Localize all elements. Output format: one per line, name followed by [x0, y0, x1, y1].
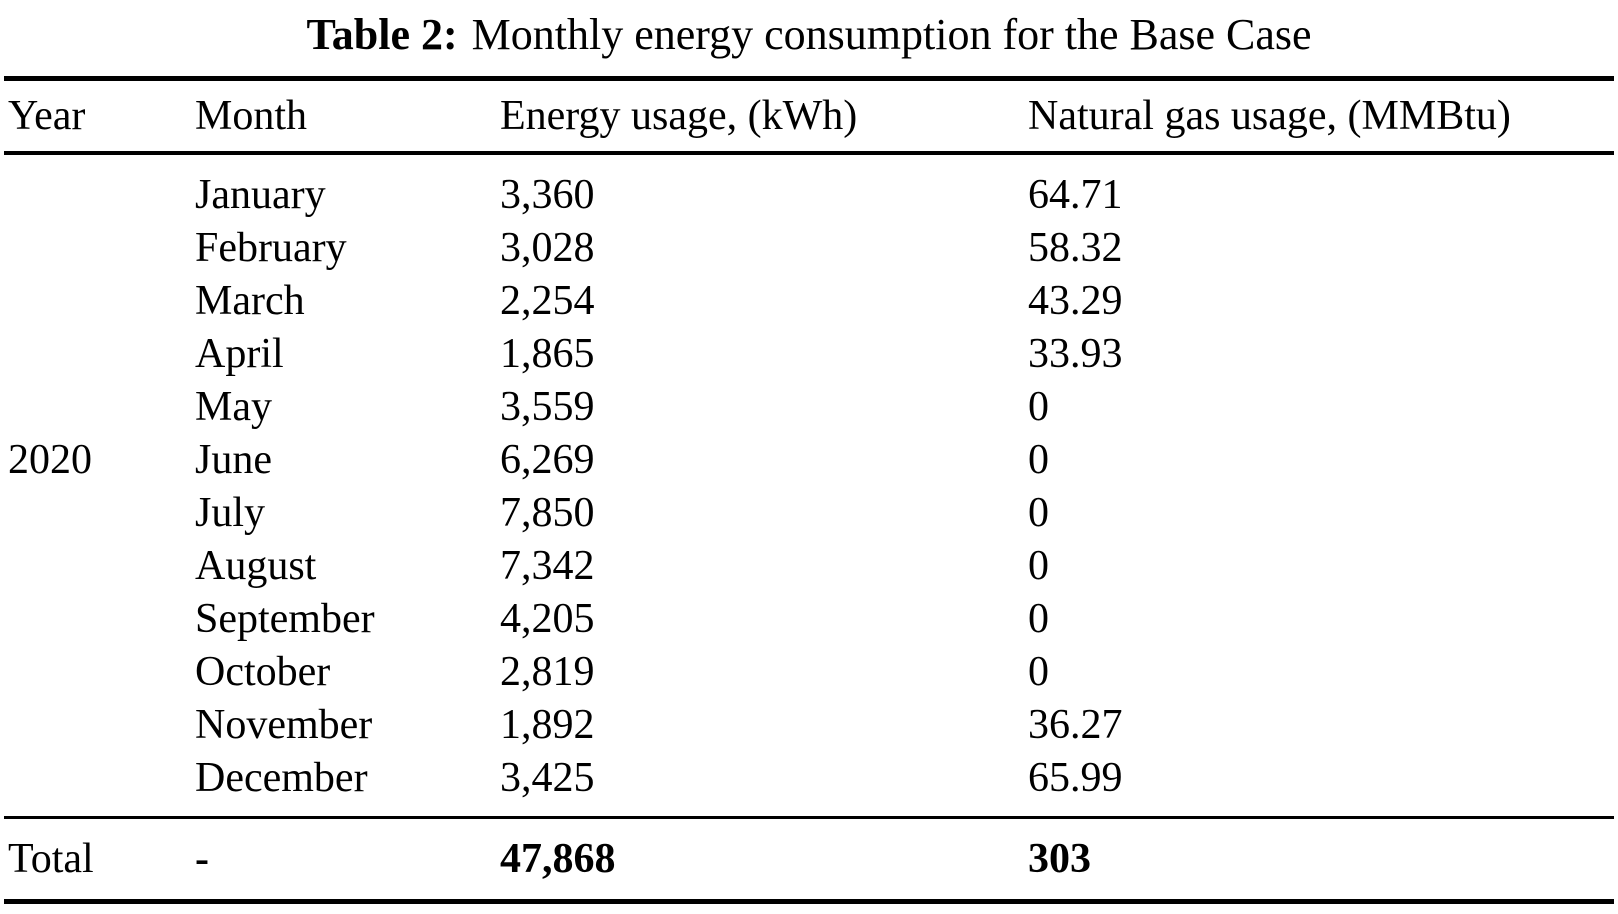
month-cell: February: [195, 224, 347, 271]
table-row: March 2,254 43.29: [0, 274, 1618, 327]
total-label: Total: [8, 836, 94, 882]
table-row: December 3,425 65.99: [0, 751, 1618, 804]
gas-cell: 0: [1028, 542, 1049, 589]
energy-cell: 4,205: [500, 595, 595, 642]
month-cell: June: [195, 436, 272, 483]
table-caption: Table 2: Monthly energy consumption for t…: [0, 8, 1618, 62]
gas-cell: 0: [1028, 436, 1049, 483]
table-row: September 4,205 0: [0, 592, 1618, 645]
energy-cell: 2,819: [500, 648, 595, 695]
gas-cell: 33.93: [1028, 330, 1123, 377]
energy-cell: 7,342: [500, 542, 595, 589]
header-energy-usage: Energy usage, (kWh): [500, 93, 858, 139]
gas-cell: 64.71: [1028, 171, 1123, 218]
table-row: July 7,850 0: [0, 486, 1618, 539]
year-value: 2020: [8, 436, 92, 483]
energy-cell: 7,850: [500, 489, 595, 536]
energy-cell: 2,254: [500, 277, 595, 324]
energy-cell: 3,425: [500, 754, 595, 801]
table-row: February 3,028 58.32: [0, 221, 1618, 274]
energy-cell: 1,865: [500, 330, 595, 377]
gas-cell: 43.29: [1028, 277, 1123, 324]
table-row: January 3,360 64.71: [0, 168, 1618, 221]
month-cell: April: [195, 330, 284, 377]
month-cell: December: [195, 754, 368, 801]
energy-cell: 3,559: [500, 383, 595, 430]
table-total-rule: [4, 816, 1614, 819]
table-body: January 3,360 64.71 February 3,028 58.32…: [0, 168, 1618, 804]
header-month: Month: [195, 93, 308, 139]
gas-cell: 65.99: [1028, 754, 1123, 801]
energy-cell: 1,892: [500, 701, 595, 748]
table-top-rule: [4, 76, 1614, 81]
month-cell: July: [195, 489, 266, 536]
table-row: October 2,819 0: [0, 645, 1618, 698]
month-cell: May: [195, 383, 272, 430]
gas-cell: 0: [1028, 595, 1049, 642]
table-row: August 7,342 0: [0, 539, 1618, 592]
gas-cell: 58.32: [1028, 224, 1123, 271]
energy-cell: 3,360: [500, 171, 595, 218]
table-row: May 3,559 0: [0, 380, 1618, 433]
table-row: June 6,269 0: [0, 433, 1618, 486]
table-caption-label: Table 2:: [306, 10, 458, 59]
energy-cell: 3,028: [500, 224, 595, 271]
month-cell: August: [195, 542, 317, 589]
total-month-dash: -: [195, 836, 209, 882]
total-energy-value: 47,868: [500, 836, 616, 882]
table-total-row: Total - 47,868 303: [0, 822, 1618, 896]
month-cell: January: [195, 171, 326, 218]
energy-cell: 6,269: [500, 436, 595, 483]
table-header-row: Year Month Energy usage, (kWh) Natural g…: [0, 81, 1618, 151]
table-row: November 1,892 36.27: [0, 698, 1618, 751]
gas-cell: 36.27: [1028, 701, 1123, 748]
month-cell: November: [195, 701, 373, 748]
month-cell: September: [195, 595, 375, 642]
table-bottom-rule: [4, 899, 1614, 904]
table-header-rule: [4, 151, 1614, 155]
header-gas-usage: Natural gas usage, (MMBtu): [1028, 93, 1511, 139]
gas-cell: 0: [1028, 648, 1049, 695]
month-cell: March: [195, 277, 305, 324]
table-row: April 1,865 33.93: [0, 327, 1618, 380]
table-caption-title: Monthly energy consumption for the Base …: [471, 10, 1312, 59]
gas-cell: 0: [1028, 383, 1049, 430]
header-year: Year: [8, 93, 86, 139]
total-gas-value: 303: [1028, 836, 1091, 882]
month-cell: October: [195, 648, 331, 695]
gas-cell: 0: [1028, 489, 1049, 536]
